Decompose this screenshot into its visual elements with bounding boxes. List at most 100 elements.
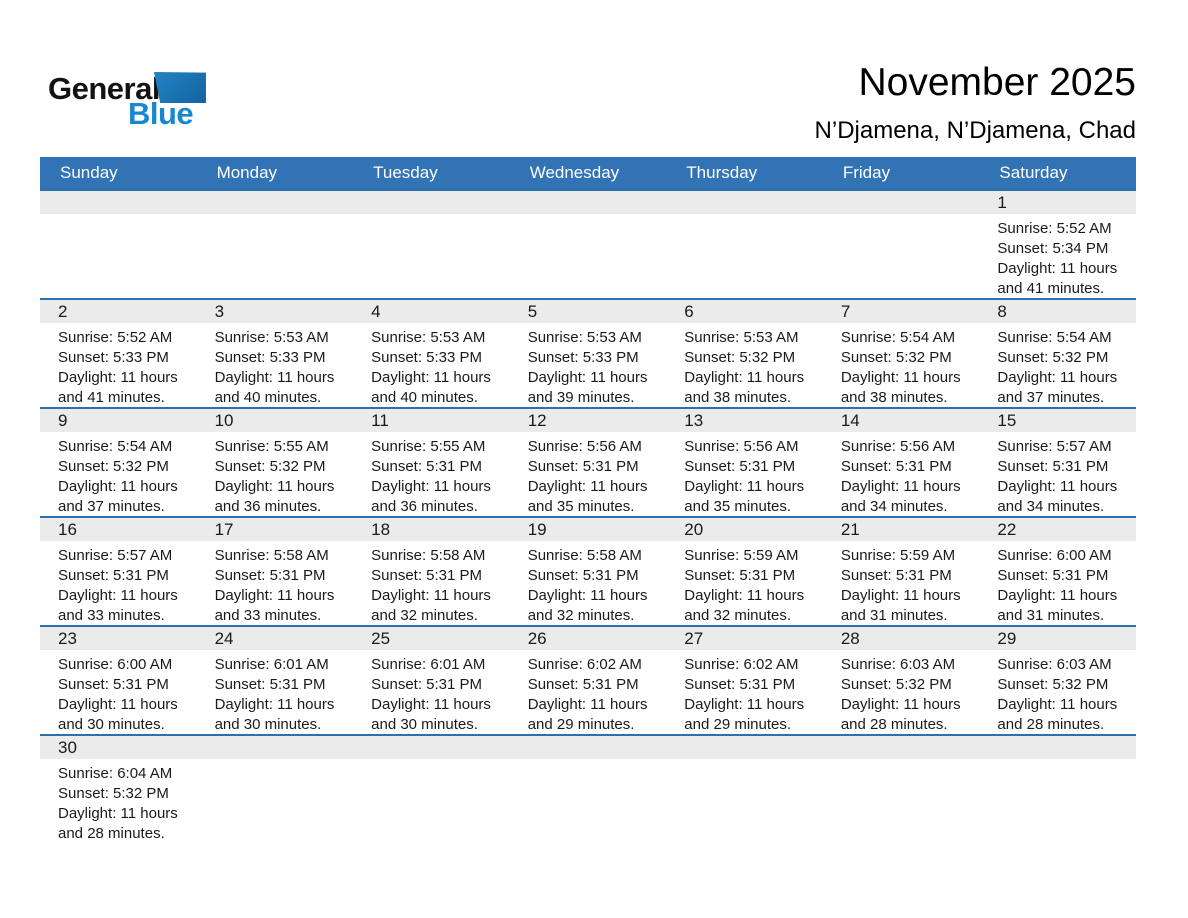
- daylight-text-line1: Daylight: 11 hours: [527, 369, 648, 386]
- weekday-thursday: Thursday: [686, 163, 758, 182]
- empty-day-cell: [666, 191, 823, 298]
- logo-text-blue: Blue: [128, 96, 194, 131]
- daylight-text-line2: and 32 minutes.: [371, 607, 478, 624]
- day-cell: 21 Sunrise: 5:59 AM Sunset: 5:31 PM Dayligh…: [823, 518, 980, 625]
- daylight-text-line2: and 38 minutes.: [840, 389, 948, 406]
- day-number: 8: [997, 302, 1007, 321]
- day-details: Sunrise: 5:52 AM Sunset: 5:33 PM Daylight:…: [58, 323, 191, 407]
- sunset-text: Sunset: 5:31 PM: [58, 567, 169, 584]
- sunset-text: Sunset: 5:32 PM: [840, 349, 952, 366]
- logo-text-general: General: [48, 71, 160, 106]
- day-cell: 9 Sunrise: 5:54 AM Sunset: 5:32 PM Daylight…: [40, 409, 197, 516]
- daylight-text-line1: Daylight: 11 hours: [997, 260, 1118, 277]
- day-details: Sunrise: 5:56 AM Sunset: 5:31 PM Daylight:…: [841, 432, 974, 516]
- daylight-text-line2: and 28 minutes.: [58, 825, 165, 842]
- sunrise-text: Sunrise: 5:56 AM: [527, 438, 642, 455]
- day-details: Sunrise: 5:54 AM Sunset: 5:32 PM Daylight:…: [58, 432, 191, 516]
- day-cell: 20 Sunrise: 5:59 AM Sunset: 5:31 PM Dayligh…: [666, 518, 823, 625]
- daylight-text-line2: and 40 minutes.: [214, 389, 322, 406]
- day-cell: 26 Sunrise: 6:02 AM Sunset: 5:31 PM Dayligh…: [510, 627, 667, 734]
- daylight-text-line2: and 39 minutes.: [527, 389, 635, 406]
- empty-day-cell: [197, 736, 354, 853]
- logo-triangle-icon: [153, 72, 206, 103]
- day-cell: 4 Sunrise: 5:53 AM Sunset: 5:33 PM Daylight…: [353, 300, 510, 407]
- daylight-text-line1: Daylight: 11 hours: [58, 478, 178, 495]
- weekday-tuesday: Tuesday: [373, 163, 438, 182]
- day-number: 25: [371, 629, 391, 648]
- sunrise-text: Sunrise: 5:59 AM: [840, 547, 956, 564]
- daylight-text-line1: Daylight: 11 hours: [997, 587, 1118, 604]
- sunrise-text: Sunrise: 5:53 AM: [371, 329, 486, 346]
- day-details: Sunrise: 5:52 AM Sunset: 5:34 PM Daylight:…: [997, 214, 1130, 298]
- day-cell: 1 Sunrise: 5:52 AM Sunset: 5:34 PM Daylight…: [979, 191, 1136, 298]
- calendar-weeks: 1 Sunrise: 5:52 AM Sunset: 5:34 PM Daylight…: [40, 189, 1136, 853]
- daylight-text-line2: and 40 minutes.: [371, 389, 478, 406]
- daylight-text-line2: and 28 minutes.: [840, 716, 948, 733]
- day-cell: 16 Sunrise: 5:57 AM Sunset: 5:31 PM Dayligh…: [40, 518, 197, 625]
- empty-day-cell: [510, 736, 667, 853]
- daylight-text-line1: Daylight: 11 hours: [58, 587, 178, 604]
- sunrise-text: Sunrise: 6:03 AM: [840, 656, 956, 673]
- empty-day-cell: [823, 191, 980, 298]
- day-details: Sunrise: 5:59 AM Sunset: 5:31 PM Daylight:…: [841, 541, 974, 625]
- sunrise-text: Sunrise: 5:52 AM: [58, 329, 173, 346]
- day-details: Sunrise: 5:55 AM Sunset: 5:31 PM Daylight:…: [371, 432, 504, 516]
- sunrise-text: Sunrise: 5:52 AM: [997, 220, 1112, 237]
- day-number: 14: [840, 411, 860, 430]
- day-details: Sunrise: 5:54 AM Sunset: 5:32 PM Daylight:…: [841, 323, 974, 407]
- sunset-text: Sunset: 5:31 PM: [214, 567, 326, 584]
- day-cell: 6 Sunrise: 5:53 AM Sunset: 5:32 PM Daylight…: [666, 300, 823, 407]
- general-blue-logo: General Blue: [48, 72, 206, 129]
- day-details: Sunrise: 5:57 AM Sunset: 5:31 PM Daylight:…: [997, 432, 1130, 516]
- daylight-text-line1: Daylight: 11 hours: [371, 369, 491, 386]
- daylight-text-line2: and 35 minutes.: [527, 498, 635, 515]
- day-cell: 24 Sunrise: 6:01 AM Sunset: 5:31 PM Dayligh…: [197, 627, 354, 734]
- day-details: Sunrise: 5:53 AM Sunset: 5:33 PM Daylight:…: [528, 323, 661, 407]
- day-number: 6: [684, 302, 694, 321]
- day-details: Sunrise: 6:02 AM Sunset: 5:31 PM Daylight:…: [684, 650, 817, 734]
- sunrise-text: Sunrise: 6:04 AM: [58, 765, 173, 782]
- empty-day-cell: [40, 191, 197, 298]
- empty-day-cell: [353, 191, 510, 298]
- sunrise-text: Sunrise: 5:53 AM: [684, 329, 799, 346]
- sunrise-text: Sunrise: 5:58 AM: [214, 547, 329, 564]
- daylight-text-line2: and 41 minutes.: [58, 389, 165, 406]
- day-number: 3: [214, 302, 225, 321]
- sunset-text: Sunset: 5:33 PM: [371, 349, 483, 366]
- day-number: 21: [840, 520, 860, 539]
- day-details: Sunrise: 6:04 AM Sunset: 5:32 PM Daylight:…: [58, 759, 191, 844]
- calendar-table: Sunday Monday Tuesday Wednesday Thursday…: [40, 157, 1136, 853]
- day-number: 15: [997, 411, 1017, 430]
- day-details: Sunrise: 6:03 AM Sunset: 5:32 PM Daylight:…: [997, 650, 1130, 734]
- day-number: 29: [997, 629, 1017, 648]
- sunset-text: Sunset: 5:32 PM: [58, 785, 169, 802]
- daylight-text-line2: and 30 minutes.: [58, 716, 165, 733]
- day-details: Sunrise: 5:59 AM Sunset: 5:31 PM Daylight:…: [684, 541, 817, 625]
- sunrise-text: Sunrise: 5:56 AM: [684, 438, 799, 455]
- day-number: 13: [684, 411, 704, 430]
- sunset-text: Sunset: 5:31 PM: [214, 676, 326, 693]
- day-details: Sunrise: 5:56 AM Sunset: 5:31 PM Daylight:…: [684, 432, 817, 516]
- sunrise-text: Sunrise: 5:59 AM: [684, 547, 799, 564]
- day-details: Sunrise: 5:57 AM Sunset: 5:31 PM Daylight:…: [58, 541, 191, 625]
- day-details: Sunrise: 5:54 AM Sunset: 5:32 PM Daylight:…: [997, 323, 1130, 407]
- sunset-text: Sunset: 5:31 PM: [527, 676, 639, 693]
- sunset-text: Sunset: 5:31 PM: [58, 676, 169, 693]
- day-cell: 12 Sunrise: 5:56 AM Sunset: 5:31 PM Dayligh…: [510, 409, 667, 516]
- sunrise-text: Sunrise: 5:58 AM: [371, 547, 486, 564]
- week-row: 23 Sunrise: 6:00 AM Sunset: 5:31 PM Dayligh…: [40, 625, 1136, 734]
- empty-day-cell: [197, 191, 354, 298]
- day-cell: 18 Sunrise: 5:58 AM Sunset: 5:31 PM Dayligh…: [353, 518, 510, 625]
- weekday-wednesday: Wednesday: [529, 163, 620, 182]
- sunset-text: Sunset: 5:31 PM: [997, 567, 1109, 584]
- week-row: 16 Sunrise: 5:57 AM Sunset: 5:31 PM Dayligh…: [40, 516, 1136, 625]
- daylight-text-line2: and 34 minutes.: [840, 498, 948, 515]
- daylight-text-line1: Daylight: 11 hours: [684, 696, 805, 713]
- sunset-text: Sunset: 5:31 PM: [684, 458, 796, 475]
- day-number: 27: [684, 629, 704, 648]
- daylight-text-line2: and 32 minutes.: [527, 607, 635, 624]
- daylight-text-line2: and 37 minutes.: [58, 498, 165, 515]
- sunrise-text: Sunrise: 5:57 AM: [997, 438, 1112, 455]
- day-cell: 3 Sunrise: 5:53 AM Sunset: 5:33 PM Daylight…: [197, 300, 354, 407]
